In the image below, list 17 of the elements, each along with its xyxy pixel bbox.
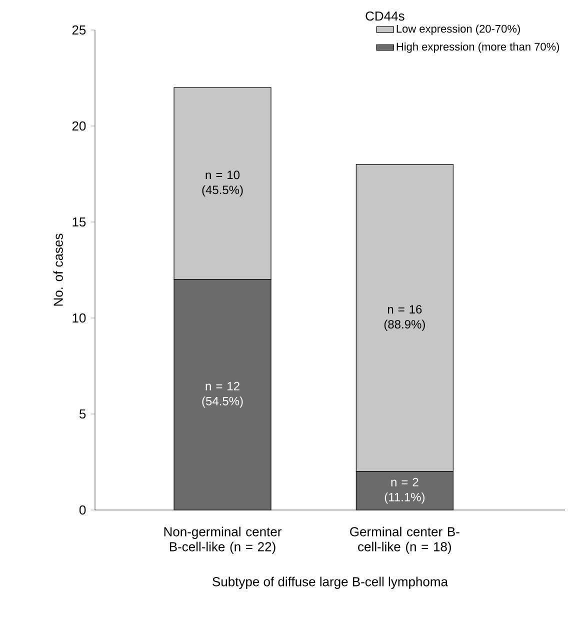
data-label: n = 2 (11.1%) [384,478,424,504]
y-tick-label: 10 [72,313,86,323]
y-tick-label: 0 [79,505,86,515]
y-axis-title: No. of cases [53,234,63,306]
data-label: n = 16 (88.9%) [384,305,425,331]
legend-label: High expression (more than 70%) [396,42,560,53]
x-tick-label: Germinal center B-cell-like (n = 18) [350,526,460,554]
y-tick-label: 5 [79,409,86,419]
legend-title: CD44s [366,11,404,21]
x-axis-title: Subtype of diffuse large B-cell lymphoma [212,576,448,589]
y-tick-label: 15 [72,217,86,227]
legend-label: Low expression (20-70%) [396,24,520,35]
x-tick-label: Non-germinal center B-cell-like (n = 22) [164,526,282,554]
data-label: n = 10 (45.5%) [202,170,243,197]
data-label: n = 12 (54.5%) [202,382,243,408]
y-tick-label: 25 [72,25,86,35]
y-tick-label: 20 [72,121,86,131]
